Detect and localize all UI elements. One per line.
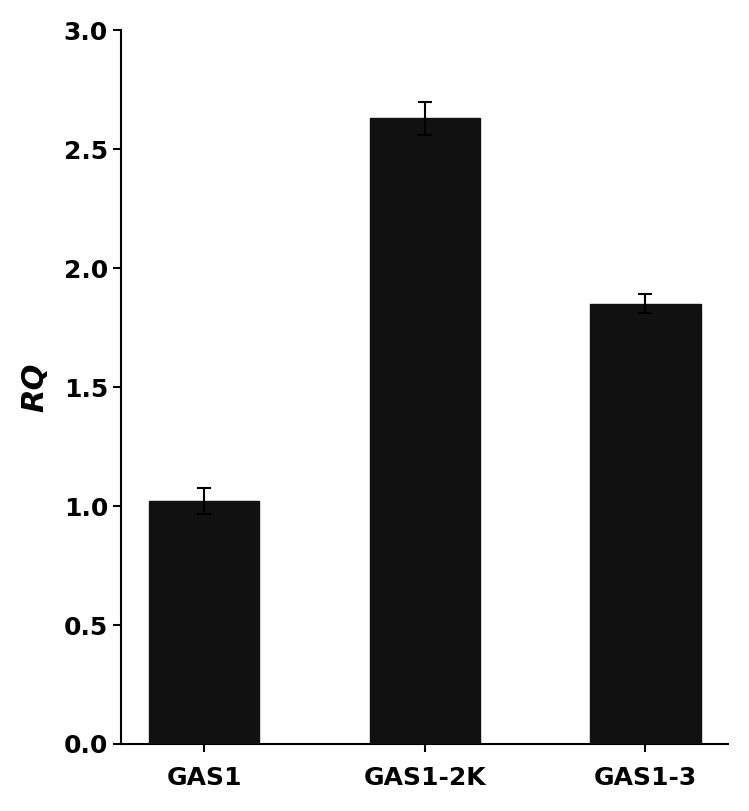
- Bar: [369, 118, 480, 744]
- Bar: [149, 501, 259, 744]
- Y-axis label: RQ: RQ: [21, 363, 50, 412]
- Bar: [590, 304, 700, 744]
